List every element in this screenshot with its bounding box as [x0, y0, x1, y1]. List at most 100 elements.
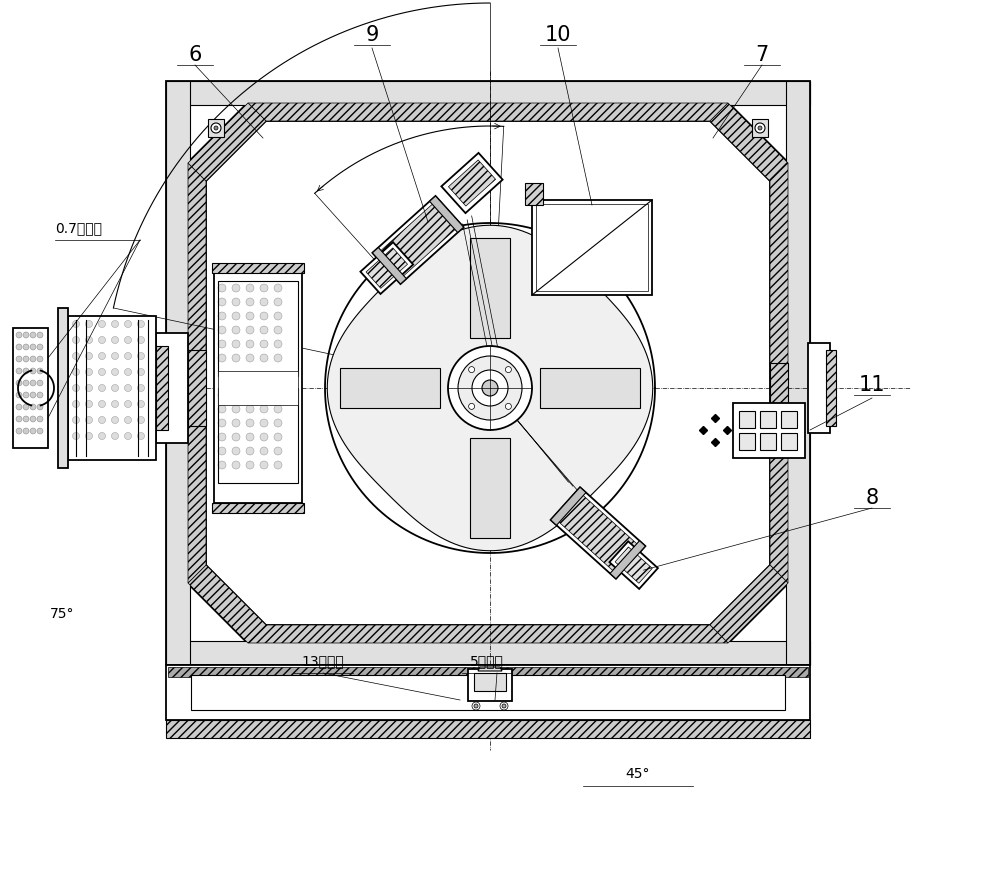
Circle shape — [138, 432, 145, 439]
Circle shape — [232, 354, 240, 362]
Circle shape — [232, 391, 240, 399]
Circle shape — [37, 332, 43, 338]
Polygon shape — [610, 541, 645, 578]
Circle shape — [86, 401, 93, 408]
Circle shape — [246, 326, 254, 334]
Circle shape — [112, 384, 119, 391]
Polygon shape — [470, 438, 510, 538]
Bar — [532, 200, 652, 295]
Circle shape — [86, 320, 93, 327]
Text: 13度视场: 13度视场 — [302, 654, 344, 668]
Circle shape — [30, 380, 36, 386]
Circle shape — [138, 401, 145, 408]
Bar — [739, 411, 755, 428]
Circle shape — [99, 384, 106, 391]
Circle shape — [30, 428, 36, 434]
Bar — [191, 675, 785, 710]
Circle shape — [274, 419, 282, 427]
Text: 8: 8 — [865, 488, 879, 508]
Circle shape — [218, 391, 226, 399]
Polygon shape — [248, 625, 728, 643]
Circle shape — [260, 298, 268, 306]
Bar — [68, 316, 156, 460]
Circle shape — [758, 126, 762, 130]
Circle shape — [99, 337, 106, 344]
Polygon shape — [441, 153, 503, 214]
Bar — [826, 350, 836, 426]
Bar — [760, 433, 776, 450]
Circle shape — [99, 432, 106, 439]
Circle shape — [30, 416, 36, 422]
Circle shape — [86, 432, 93, 439]
Polygon shape — [710, 103, 788, 181]
Circle shape — [505, 403, 511, 410]
Circle shape — [138, 337, 145, 344]
Circle shape — [125, 320, 132, 327]
Circle shape — [23, 332, 29, 338]
Polygon shape — [448, 160, 496, 206]
Circle shape — [16, 404, 22, 410]
Bar — [733, 403, 805, 458]
Circle shape — [73, 320, 80, 327]
Bar — [166, 81, 810, 105]
Circle shape — [16, 392, 22, 398]
Circle shape — [214, 126, 218, 130]
Polygon shape — [248, 103, 728, 121]
Circle shape — [112, 368, 119, 375]
Bar — [525, 183, 543, 205]
Circle shape — [37, 404, 43, 410]
Circle shape — [500, 702, 508, 710]
Circle shape — [260, 312, 268, 320]
Polygon shape — [478, 667, 502, 671]
Circle shape — [37, 416, 43, 422]
Circle shape — [218, 340, 226, 348]
Circle shape — [99, 368, 106, 375]
Circle shape — [125, 401, 132, 408]
Circle shape — [246, 391, 254, 399]
Circle shape — [23, 356, 29, 362]
Circle shape — [16, 380, 22, 386]
Circle shape — [86, 368, 93, 375]
Circle shape — [469, 367, 475, 373]
Circle shape — [218, 461, 226, 469]
Circle shape — [469, 403, 475, 410]
Bar — [166, 720, 810, 738]
Circle shape — [260, 447, 268, 455]
Circle shape — [16, 368, 22, 374]
Circle shape — [112, 320, 119, 327]
Circle shape — [138, 353, 145, 360]
Circle shape — [23, 344, 29, 350]
Polygon shape — [372, 248, 406, 284]
Circle shape — [30, 344, 36, 350]
Circle shape — [232, 284, 240, 292]
Circle shape — [138, 384, 145, 391]
Circle shape — [246, 340, 254, 348]
Bar — [808, 343, 830, 433]
Circle shape — [246, 284, 254, 292]
Bar — [188, 350, 206, 426]
Circle shape — [16, 416, 22, 422]
Polygon shape — [470, 238, 510, 338]
Bar — [156, 333, 188, 443]
Circle shape — [274, 447, 282, 455]
Circle shape — [232, 298, 240, 306]
Circle shape — [260, 405, 268, 413]
Bar — [739, 433, 755, 450]
Polygon shape — [327, 225, 653, 550]
Circle shape — [73, 432, 80, 439]
Circle shape — [23, 428, 29, 434]
Circle shape — [218, 312, 226, 320]
Bar — [208, 119, 224, 137]
Circle shape — [23, 380, 29, 386]
Circle shape — [112, 432, 119, 439]
Circle shape — [16, 428, 22, 434]
Circle shape — [246, 354, 254, 362]
Polygon shape — [366, 248, 408, 289]
Circle shape — [458, 356, 522, 420]
Polygon shape — [340, 368, 440, 408]
Polygon shape — [770, 163, 788, 583]
Circle shape — [218, 354, 226, 362]
Bar — [536, 204, 648, 291]
Circle shape — [37, 344, 43, 350]
Circle shape — [260, 461, 268, 469]
